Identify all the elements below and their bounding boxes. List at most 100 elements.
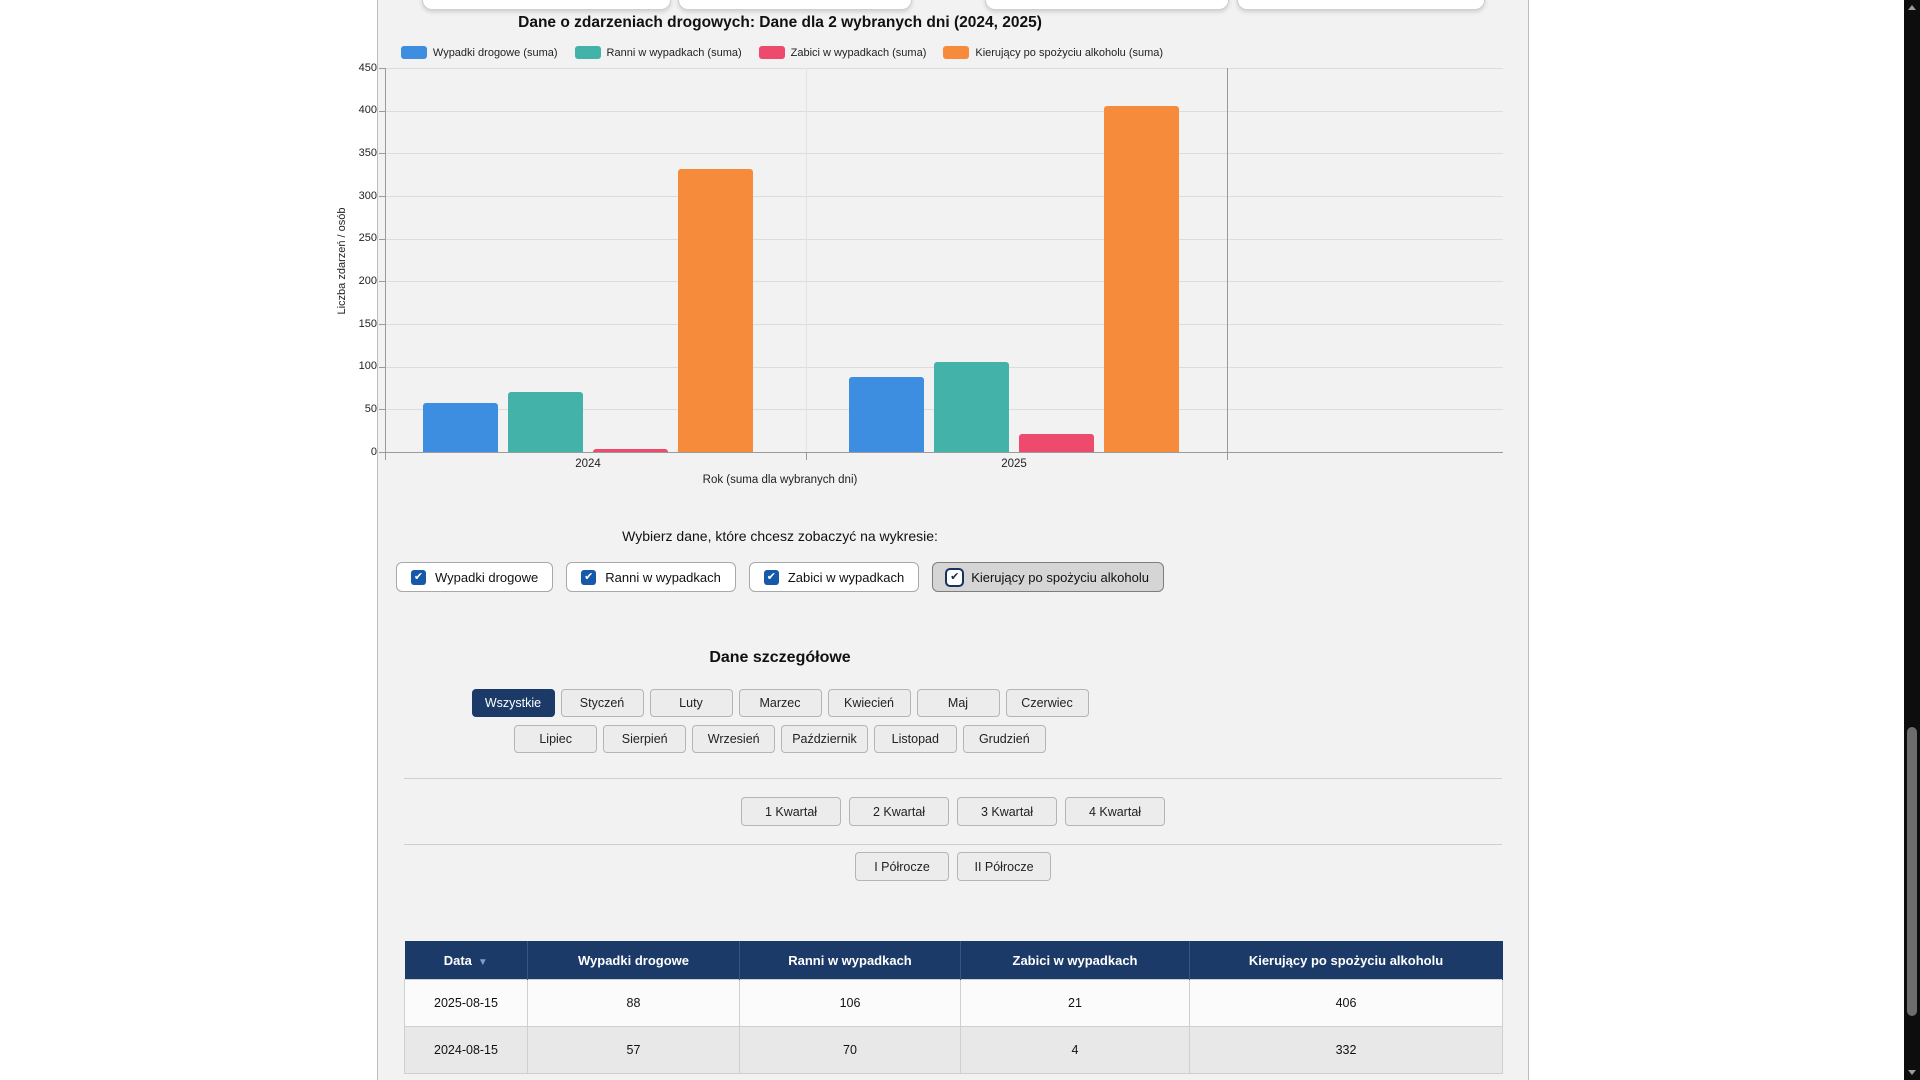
column-header-ranni-w-wypadkach[interactable]: Ranni w wypadkach (739, 941, 961, 980)
y-tick-label: 150 (358, 317, 377, 330)
gridline-400 (385, 110, 1503, 112)
cell-date: 2024-08-15 (404, 1026, 528, 1074)
x-tick-label-2024: 2024 (575, 458, 601, 470)
plot-right-line (1227, 68, 1228, 460)
legend-item-zabici-w-wypadkach-suma[interactable]: Zabici w wypadkach (suma) (758, 46, 927, 59)
checkbox-label: Ranni w wypadkach (605, 569, 721, 585)
content-panel (377, 0, 1529, 1080)
legend-item-ranni-w-wypadkach-suma[interactable]: Ranni w wypadkach (suma) (574, 46, 742, 59)
button-maj[interactable]: Maj (916, 689, 1000, 717)
legend-item-kierujący-po-spożyciu-alkoholu-suma[interactable]: Kierujący po spożyciu alkoholu (suma) (943, 46, 1163, 59)
checkbox-kierujący-po-spożyciu-alkoholu[interactable]: ✔ Kierujący po spożyciu alkoholu (932, 562, 1164, 592)
bar-2025-wypadki-drogowe-suma (849, 376, 924, 452)
y-tick-mark (379, 281, 385, 283)
scrollbar-thumb[interactable] (1907, 727, 1917, 1016)
gridline-150 (385, 324, 1503, 325)
y-tick-label: 100 (358, 360, 377, 373)
sort-descending-icon[interactable]: ▼ (477, 956, 488, 968)
cell-value: 21 (960, 979, 1190, 1027)
series-checkbox-group: ✔ Wypadki drogowe ✔ Ranni w wypadkach ✔ Zabic… (377, 562, 1183, 592)
button-listopad[interactable]: Listopad (873, 725, 957, 753)
button-1-kwartał[interactable]: 1 Kwartał (741, 797, 841, 826)
bar-2024-zabici-w-wypadkach-suma (593, 448, 668, 452)
button-i-półrocze[interactable]: I Półrocze (855, 852, 949, 881)
table-header-row: Data ▼ Wypadki drogowe Ranni w wypadkach Zab… (404, 941, 1503, 980)
divider (404, 778, 1502, 779)
button-styczeń[interactable]: Styczeń (560, 689, 644, 717)
button-4-kwartał[interactable]: 4 Kwartał (1065, 797, 1165, 826)
y-tick-label: 200 (358, 274, 377, 287)
cell-value: 106 (739, 979, 961, 1027)
checkbox-wypadki-drogowe[interactable]: ✔ Wypadki drogowe (396, 562, 554, 592)
button-wrzesień[interactable]: Wrzesień (692, 725, 776, 753)
button-sierpień[interactable]: Sierpień (603, 725, 687, 753)
x-axis-title: Rok (suma dla wybranych dni) (702, 474, 858, 486)
chart-title: Dane o zdarzeniach drogowych: Dane dla 2… (518, 14, 1042, 31)
cell-date: 2025-08-15 (404, 979, 528, 1027)
button-grudzień[interactable]: Grudzień (962, 725, 1046, 753)
bar-2025-ranni-w-wypadkach-suma (934, 361, 1009, 452)
gridline-0 (385, 452, 1503, 453)
button-czerwiec[interactable]: Czerwiec (1005, 689, 1089, 717)
scrollbar-down-arrow-icon[interactable] (1908, 1070, 1916, 1075)
y-tick-mark (379, 409, 385, 411)
table-row: 2024-08-15 57 70 4 332 (404, 1026, 1503, 1074)
y-tick-label: 250 (358, 232, 377, 245)
y-tick-mark (379, 153, 385, 155)
bar-chart: 0 50 100 150 200 250 300 350 400 450 2024 2025 (359, 0, 1529, 500)
button-wszystkie[interactable]: Wszystkie (471, 689, 555, 717)
month-buttons-row-1: Wszystkie Styczeń Luty Marzec Kwiecień Maj Cze… (377, 689, 1183, 717)
details-table: Data ▼ Wypadki drogowe Ranni w wypadkach Zab… (404, 941, 1503, 1074)
button-lipiec[interactable]: Lipiec (514, 725, 598, 753)
y-tick-mark (379, 366, 385, 368)
legend-label: Ranni w wypadkach (suma) (606, 46, 742, 59)
column-header-data[interactable]: Data ▼ (404, 941, 528, 980)
cell-value: 57 (527, 1026, 740, 1074)
checkbox-icon[interactable]: ✔ (411, 569, 427, 585)
table-row: 2025-08-15 88 106 21 406 (404, 979, 1503, 1027)
checkbox-icon[interactable]: ✔ (581, 569, 597, 585)
cell-value: 406 (1189, 979, 1503, 1027)
y-tick-label: 0 (370, 445, 377, 458)
bar-2024-kierujący-po-spożyciu-alkoholu-suma (678, 168, 753, 452)
checkbox-icon[interactable]: ✔ (945, 567, 965, 587)
y-axis-title: Liczba zdarzeń / osób (336, 207, 348, 315)
checkbox-ranni-w-wypadkach[interactable]: ✔ Ranni w wypadkach (566, 562, 736, 592)
vertical-scrollbar[interactable] (1904, 0, 1920, 1080)
column-header-label: Zabici w wypadkach (1012, 952, 1138, 968)
button-październik[interactable]: Październik (781, 725, 868, 753)
month-buttons-row-2: Lipiec Sierpień Wrzesień Październik Listopa… (377, 725, 1183, 753)
category-separator-line (806, 68, 807, 452)
cell-value: 332 (1189, 1026, 1503, 1074)
column-header-wypadki-drogowe[interactable]: Wypadki drogowe (527, 941, 740, 980)
scrollbar-up-arrow-icon[interactable] (1908, 5, 1916, 10)
checkbox-label: Wypadki drogowe (435, 569, 539, 585)
y-tick-label: 300 (358, 189, 377, 202)
x-axis-tick (385, 452, 386, 460)
gridline-200 (385, 281, 1503, 283)
cell-value: 70 (739, 1026, 961, 1074)
x-tick-label-2025: 2025 (1001, 458, 1027, 470)
button-2-kwartał[interactable]: 2 Kwartał (849, 797, 949, 826)
column-header-label: Ranni w wypadkach (788, 952, 912, 968)
column-header-label: Kierujący po spożyciu alkoholu (1248, 952, 1444, 968)
y-tick-mark (379, 452, 385, 453)
gridline-250 (385, 238, 1503, 240)
x-axis-tick (1227, 452, 1228, 460)
checkbox-zabici-w-wypadkach[interactable]: ✔ Zabici w wypadkach (748, 562, 920, 592)
button-kwiecień[interactable]: Kwiecień (827, 689, 911, 717)
filter-heading: Wybierz dane, które chcesz zobaczyć na w… (622, 528, 938, 544)
legend-item-wypadki-drogowe-suma[interactable]: Wypadki drogowe (suma) (400, 46, 558, 59)
x-axis-tick (806, 452, 807, 460)
button-luty[interactable]: Luty (649, 689, 733, 717)
legend-label: Zabici w wypadkach (suma) (790, 46, 927, 59)
column-header-zabici-w-wypadkach[interactable]: Zabici w wypadkach (960, 941, 1190, 980)
bar-2025-zabici-w-wypadkach-suma (1019, 434, 1094, 452)
button-ii-półrocze[interactable]: II Półrocze (957, 852, 1051, 881)
legend-swatch-icon (574, 46, 601, 59)
checkbox-icon[interactable]: ✔ (763, 569, 779, 585)
column-header-kierujący-po-spożyciu-alkoholu[interactable]: Kierujący po spożyciu alkoholu (1189, 941, 1503, 980)
divider (404, 844, 1502, 845)
button-3-kwartał[interactable]: 3 Kwartał (957, 797, 1057, 826)
button-marzec[interactable]: Marzec (738, 689, 822, 717)
